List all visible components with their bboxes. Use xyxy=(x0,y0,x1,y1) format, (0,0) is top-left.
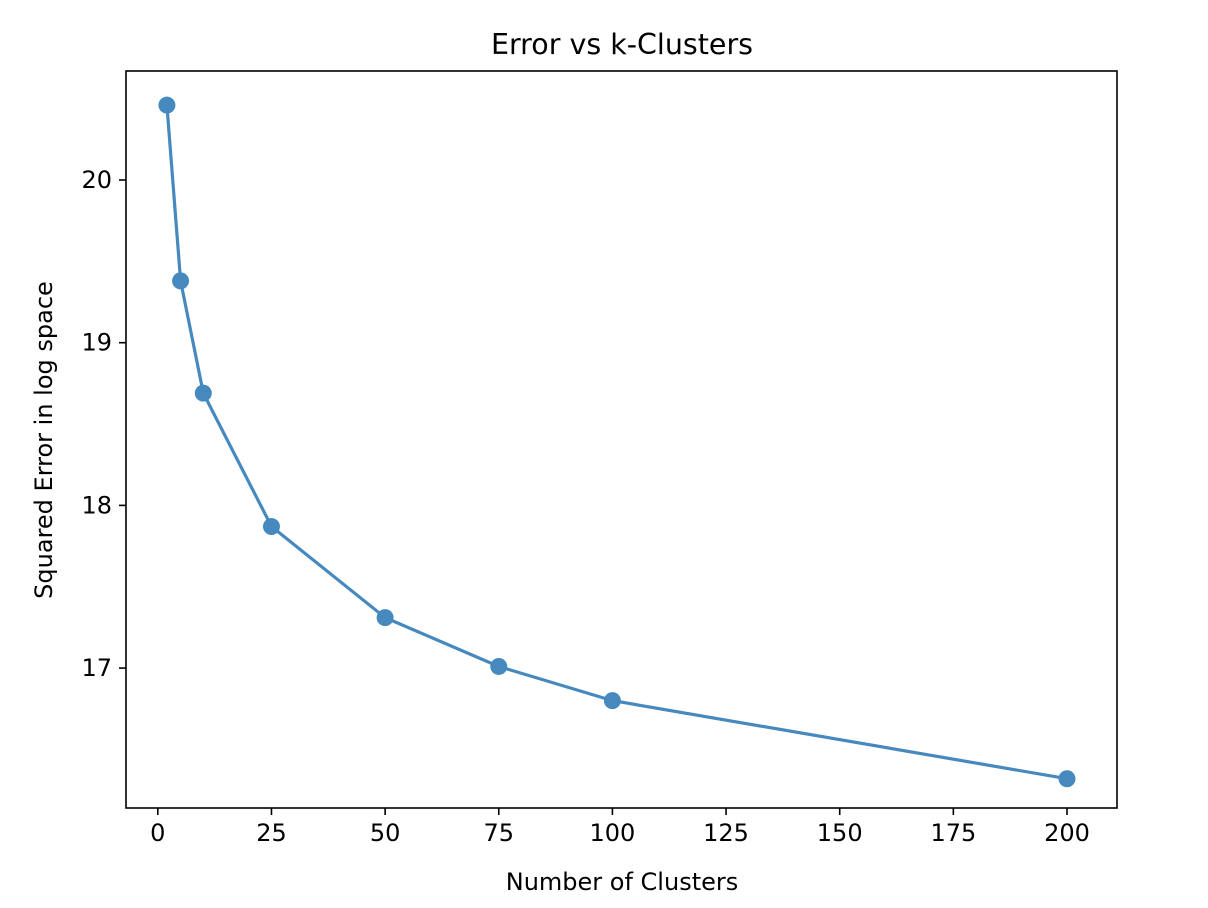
y-tick-label: 17 xyxy=(81,654,112,682)
x-tick-label: 125 xyxy=(703,819,749,847)
y-axis-label: Squared Error in log space xyxy=(30,281,58,599)
x-tick-label: 175 xyxy=(930,819,976,847)
data-point xyxy=(1058,770,1076,788)
chart-title: Error vs k-Clusters xyxy=(491,28,753,61)
x-axis-ticks: 0 25 50 75 100 125 150 175 200 xyxy=(150,808,1090,847)
y-tick-label: 20 xyxy=(81,166,112,194)
x-tick-label: 25 xyxy=(256,819,287,847)
y-tick-label: 19 xyxy=(81,329,112,357)
x-tick-label: 0 xyxy=(150,819,165,847)
data-point xyxy=(194,384,212,402)
data-point xyxy=(603,692,621,710)
data-point xyxy=(490,657,508,675)
x-tick-label: 50 xyxy=(370,819,401,847)
x-tick-label: 200 xyxy=(1044,819,1090,847)
y-axis-ticks: 17 18 19 20 xyxy=(81,166,126,682)
data-point xyxy=(376,609,394,627)
data-point xyxy=(262,518,280,536)
x-tick-label: 75 xyxy=(483,819,514,847)
x-axis-label: Number of Clusters xyxy=(506,868,739,896)
data-point xyxy=(158,96,176,114)
x-tick-label: 150 xyxy=(817,819,863,847)
plot-series xyxy=(158,96,1076,788)
data-point xyxy=(172,272,190,290)
x-tick-label: 100 xyxy=(590,819,636,847)
y-tick-label: 18 xyxy=(81,491,112,519)
series-line xyxy=(165,105,1068,781)
plot-frame xyxy=(125,70,1118,809)
